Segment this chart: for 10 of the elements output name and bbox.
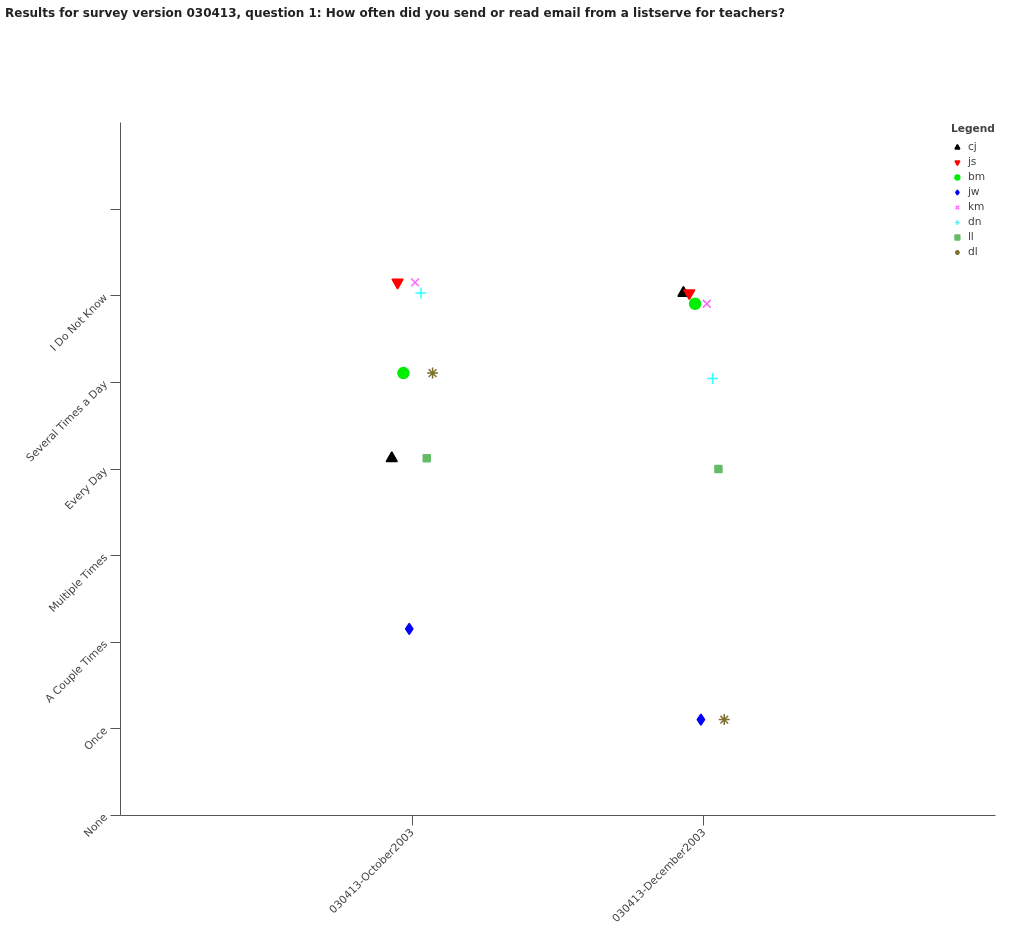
legend-title: Legend [950,122,995,136]
legend-label: js [967,155,978,169]
legend-label: dn [967,215,983,229]
legend-label: jw [967,185,981,199]
legend-label: km [967,200,986,214]
legend-label: ll [967,230,975,244]
legend-label: cj [967,140,978,154]
legend-label: dl [967,245,979,259]
legend-label: bm [967,170,987,184]
chart-title: Results for survey version 030413, question 1: How often did you send or read email from a listserve for teachers? [5,5,785,22]
